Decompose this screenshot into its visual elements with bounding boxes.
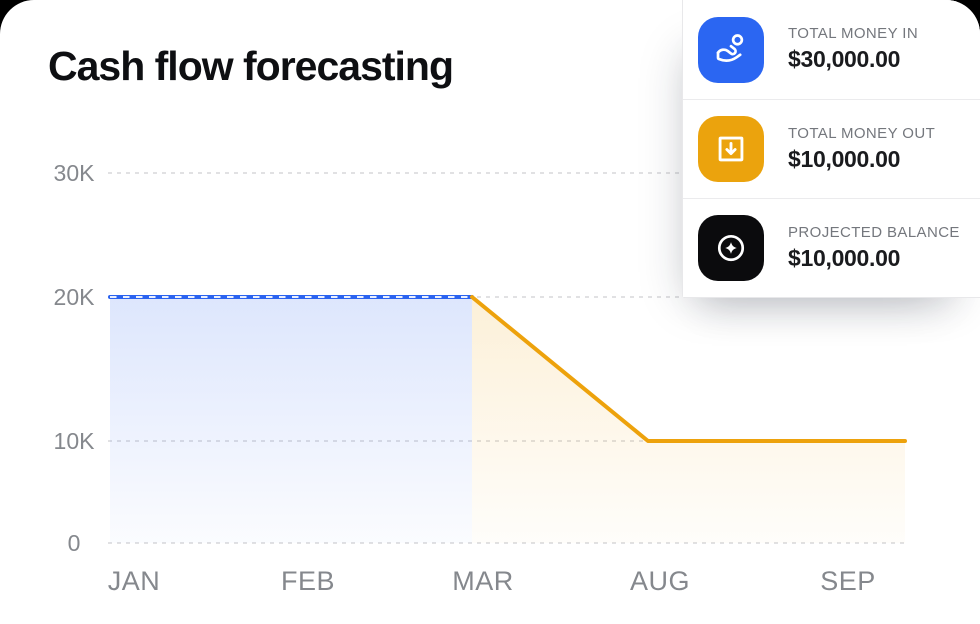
stat-row-money-out: TOTAL MONEY OUT $10,000.00 — [683, 99, 980, 198]
series-line-1 — [470, 295, 907, 443]
page-title: Cash flow forecasting — [48, 43, 454, 89]
y-axis-label: 30K — [54, 160, 96, 186]
area-fill-1 — [472, 297, 905, 543]
stat-label: TOTAL MONEY OUT — [788, 124, 936, 142]
stat-row-projected-balance: PROJECTED BALANCE $10,000.00 — [683, 198, 980, 297]
y-axis-label: 0 — [68, 530, 81, 556]
stat-value: $30,000.00 — [788, 46, 901, 73]
stat-row-money-in: TOTAL MONEY IN $30,000.00 — [683, 0, 980, 99]
y-axis-label: 20K — [54, 284, 96, 310]
x-axis-label: FEB — [281, 566, 335, 596]
x-axis-label: JAN — [108, 566, 161, 596]
x-axis-label: AUG — [630, 566, 690, 596]
stat-label: TOTAL MONEY IN — [788, 25, 919, 43]
sparkle-circle-icon — [698, 215, 764, 281]
stat-value: $10,000.00 — [788, 244, 901, 271]
x-axis-label: SEP — [820, 566, 876, 596]
y-axis-label: 10K — [54, 428, 96, 454]
stats-panel: TOTAL MONEY IN $30,000.00 TOTAL MONEY OU… — [682, 0, 980, 298]
area-fill-0 — [110, 297, 472, 543]
stat-value: $10,000.00 — [788, 145, 901, 172]
arrow-down-box-icon — [698, 116, 764, 182]
hand-coin-icon — [698, 16, 764, 83]
x-axis-label: MAR — [452, 566, 514, 596]
stat-label: PROJECTED BALANCE — [788, 223, 960, 241]
